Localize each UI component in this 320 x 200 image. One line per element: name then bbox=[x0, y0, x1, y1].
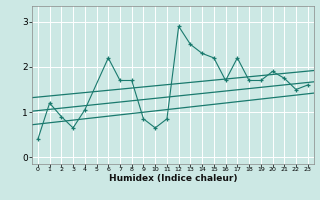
X-axis label: Humidex (Indice chaleur): Humidex (Indice chaleur) bbox=[108, 174, 237, 183]
